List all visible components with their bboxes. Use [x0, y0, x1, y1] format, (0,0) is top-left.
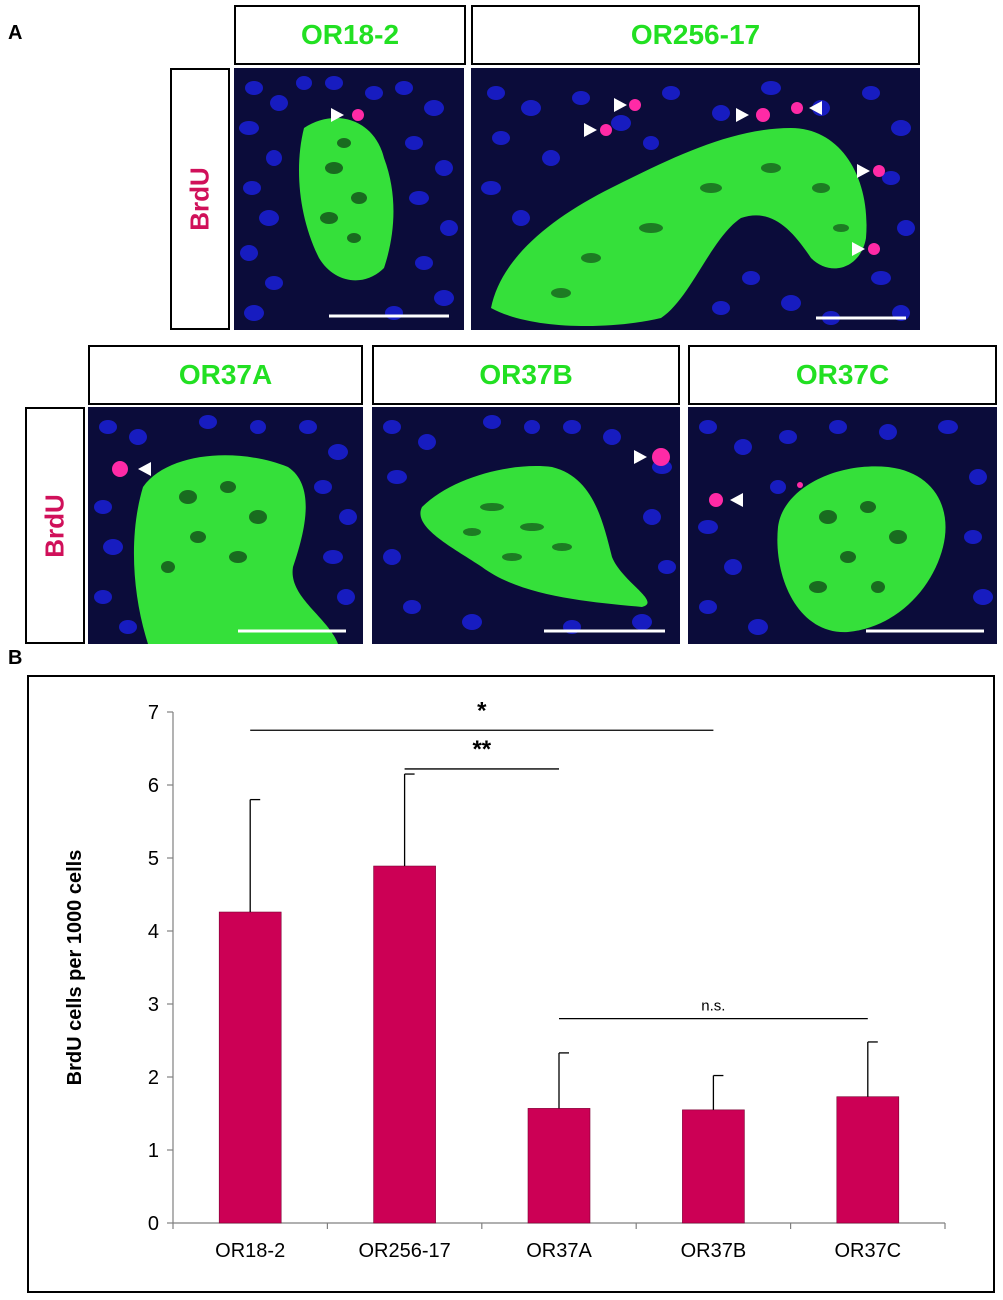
- micrograph-or18-2-image: [234, 68, 464, 330]
- label-or37a-text: OR37A: [178, 359, 273, 390]
- y-tick-label: 3: [148, 994, 159, 1016]
- bar: [218, 911, 282, 1224]
- y-tick-label: 6: [148, 775, 159, 797]
- chart-frame: 0 1 2 3 4 5 6 7 BrdU cells per 1000 cells OR18-2 O…: [27, 675, 995, 1293]
- bar: [527, 1108, 591, 1224]
- micrograph-or18-2: [234, 68, 464, 330]
- micrograph-or37a-image: [88, 407, 363, 644]
- x-tick-label: OR256-17: [358, 1240, 450, 1262]
- brdu-row-label-top: BrdU: [170, 68, 230, 330]
- micrograph-or256-17: [471, 68, 920, 330]
- significance-label: *: [477, 697, 487, 724]
- label-or256-17-text: OR256-17: [630, 19, 761, 50]
- label-or37b: OR37B: [372, 345, 680, 405]
- brdu-label-top-text: BrdU: [184, 167, 215, 231]
- significance-label: n.s.: [701, 998, 725, 1015]
- brdu-label-bottom-text: BrdU: [39, 493, 70, 558]
- y-tick-label: 7: [148, 702, 159, 724]
- bar: [373, 865, 436, 1224]
- label-or37c-text: OR37C: [795, 359, 890, 390]
- label-or18-2: OR18-2: [234, 5, 466, 65]
- bar-chart: 0 1 2 3 4 5 6 7 BrdU cells per 1000 cells OR18-2 O…: [64, 697, 946, 1262]
- label-or37c: OR37C: [688, 345, 997, 405]
- micrograph-or37c-image: [688, 407, 997, 644]
- x-tick-label: OR18-2: [215, 1240, 285, 1262]
- label-or18-2-text: OR18-2: [300, 19, 400, 50]
- label-or256-17: OR256-17: [471, 5, 920, 65]
- brdu-row-label-bottom: BrdU: [25, 407, 85, 644]
- significance-label: **: [472, 736, 491, 763]
- micrograph-or37b: [372, 407, 680, 644]
- bar: [682, 1109, 745, 1224]
- bar: [836, 1096, 900, 1224]
- micrograph-or37c: [688, 407, 997, 644]
- x-tick-label: OR37A: [526, 1240, 592, 1262]
- y-axis-label: BrdU cells per 1000 cells: [64, 850, 86, 1086]
- x-tick-label: OR37C: [834, 1240, 901, 1262]
- x-tick-label: OR37B: [681, 1240, 747, 1262]
- y-tick-label: 2: [148, 1067, 159, 1089]
- y-tick-label: 0: [148, 1213, 159, 1235]
- y-tick-label: 4: [148, 921, 159, 943]
- micrograph-or37b-image: [372, 407, 680, 644]
- label-or37a: OR37A: [88, 345, 363, 405]
- panel-b-letter: B: [8, 647, 23, 669]
- micrograph-or37a: [88, 407, 363, 644]
- micrograph-or256-17-image: [471, 68, 920, 330]
- panel-a-letter: A: [8, 22, 23, 44]
- y-tick-label: 5: [148, 848, 159, 870]
- label-or37b-text: OR37B: [479, 359, 573, 390]
- y-tick-label: 1: [148, 1140, 159, 1162]
